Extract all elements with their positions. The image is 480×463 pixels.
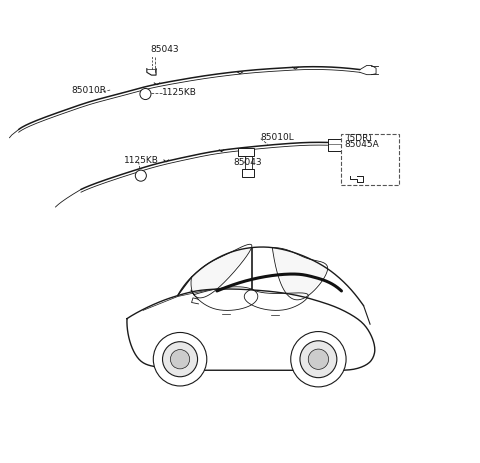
Circle shape <box>163 342 198 377</box>
Bar <box>341 135 399 186</box>
Text: 1125KB: 1125KB <box>162 88 196 97</box>
Bar <box>242 169 254 178</box>
Text: 85010R: 85010R <box>72 85 107 94</box>
Circle shape <box>308 349 328 369</box>
Text: 85043: 85043 <box>150 45 179 54</box>
Text: 85010L: 85010L <box>261 132 295 141</box>
Text: 85045A: 85045A <box>344 140 379 149</box>
Circle shape <box>140 89 151 100</box>
Circle shape <box>153 333 207 386</box>
Circle shape <box>300 341 337 378</box>
Circle shape <box>291 332 346 387</box>
Circle shape <box>135 171 146 182</box>
Bar <box>238 149 254 157</box>
Text: 85043: 85043 <box>233 158 262 167</box>
Polygon shape <box>272 248 328 296</box>
Circle shape <box>170 350 190 369</box>
Text: 1125KB: 1125KB <box>124 155 159 164</box>
Text: (5DR): (5DR) <box>346 133 372 142</box>
Polygon shape <box>192 248 252 295</box>
